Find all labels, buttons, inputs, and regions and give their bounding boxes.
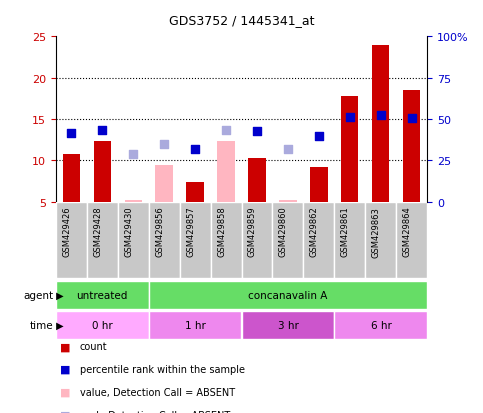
Point: [67, 131, 75, 137]
Text: ▶: ▶: [53, 290, 64, 300]
Bar: [272, 202, 303, 279]
Bar: [372, 45, 389, 202]
Bar: [217, 142, 235, 202]
Point: [98, 127, 106, 134]
Text: ■: ■: [60, 342, 71, 351]
Text: 0 hr: 0 hr: [92, 320, 113, 330]
Bar: [186, 183, 203, 202]
Bar: [311, 168, 327, 202]
Text: ▶: ▶: [53, 320, 64, 330]
Point: [408, 116, 416, 122]
Text: GSM429428: GSM429428: [93, 206, 102, 257]
Bar: [211, 202, 242, 279]
Text: GSM429861: GSM429861: [341, 206, 350, 257]
Bar: [242, 202, 272, 279]
Text: GSM429430: GSM429430: [124, 206, 133, 257]
Text: ■: ■: [60, 410, 71, 413]
Bar: [248, 159, 266, 202]
Text: 6 hr: 6 hr: [370, 320, 391, 330]
Text: time: time: [29, 320, 53, 330]
Text: GSM429860: GSM429860: [279, 206, 288, 257]
Bar: [62, 154, 80, 202]
Text: GSM429863: GSM429863: [372, 206, 381, 257]
Point: [315, 133, 323, 140]
Bar: [334, 202, 366, 279]
Bar: [334, 311, 427, 339]
Bar: [56, 281, 149, 309]
Bar: [366, 202, 397, 279]
Text: concanavalin A: concanavalin A: [248, 290, 327, 300]
Bar: [397, 202, 427, 279]
Bar: [149, 311, 242, 339]
Point: [160, 141, 168, 148]
Text: GSM429858: GSM429858: [217, 206, 226, 257]
Text: 1 hr: 1 hr: [185, 320, 205, 330]
Bar: [280, 201, 297, 202]
Bar: [125, 201, 142, 202]
Text: untreated: untreated: [76, 290, 128, 300]
Text: rank, Detection Call = ABSENT: rank, Detection Call = ABSENT: [80, 410, 230, 413]
Bar: [117, 202, 149, 279]
Bar: [180, 202, 211, 279]
Bar: [56, 311, 149, 339]
Bar: [149, 202, 180, 279]
Text: 3 hr: 3 hr: [278, 320, 298, 330]
Point: [191, 146, 199, 153]
Text: ■: ■: [60, 387, 71, 397]
Text: GSM429426: GSM429426: [62, 206, 71, 257]
Text: GSM429864: GSM429864: [403, 206, 412, 257]
Bar: [303, 202, 334, 279]
Point: [346, 115, 354, 121]
Text: count: count: [80, 342, 107, 351]
Bar: [242, 311, 334, 339]
Text: GSM429857: GSM429857: [186, 206, 195, 257]
Text: percentile rank within the sample: percentile rank within the sample: [80, 364, 245, 374]
Bar: [156, 166, 172, 202]
Point: [284, 146, 292, 153]
Text: GSM429859: GSM429859: [248, 206, 257, 257]
Text: GSM429856: GSM429856: [155, 206, 164, 257]
Bar: [56, 202, 86, 279]
Bar: [86, 202, 117, 279]
Point: [222, 127, 230, 134]
Point: [129, 151, 137, 158]
Point: [253, 129, 261, 135]
Bar: [149, 281, 427, 309]
Text: GDS3752 / 1445341_at: GDS3752 / 1445341_at: [169, 14, 314, 27]
Text: GSM429862: GSM429862: [310, 206, 319, 257]
Text: agent: agent: [23, 290, 53, 300]
Point: [377, 112, 385, 119]
Text: value, Detection Call = ABSENT: value, Detection Call = ABSENT: [80, 387, 235, 397]
Bar: [403, 91, 421, 202]
Text: ■: ■: [60, 364, 71, 374]
Bar: [341, 97, 358, 202]
Bar: [94, 142, 111, 202]
